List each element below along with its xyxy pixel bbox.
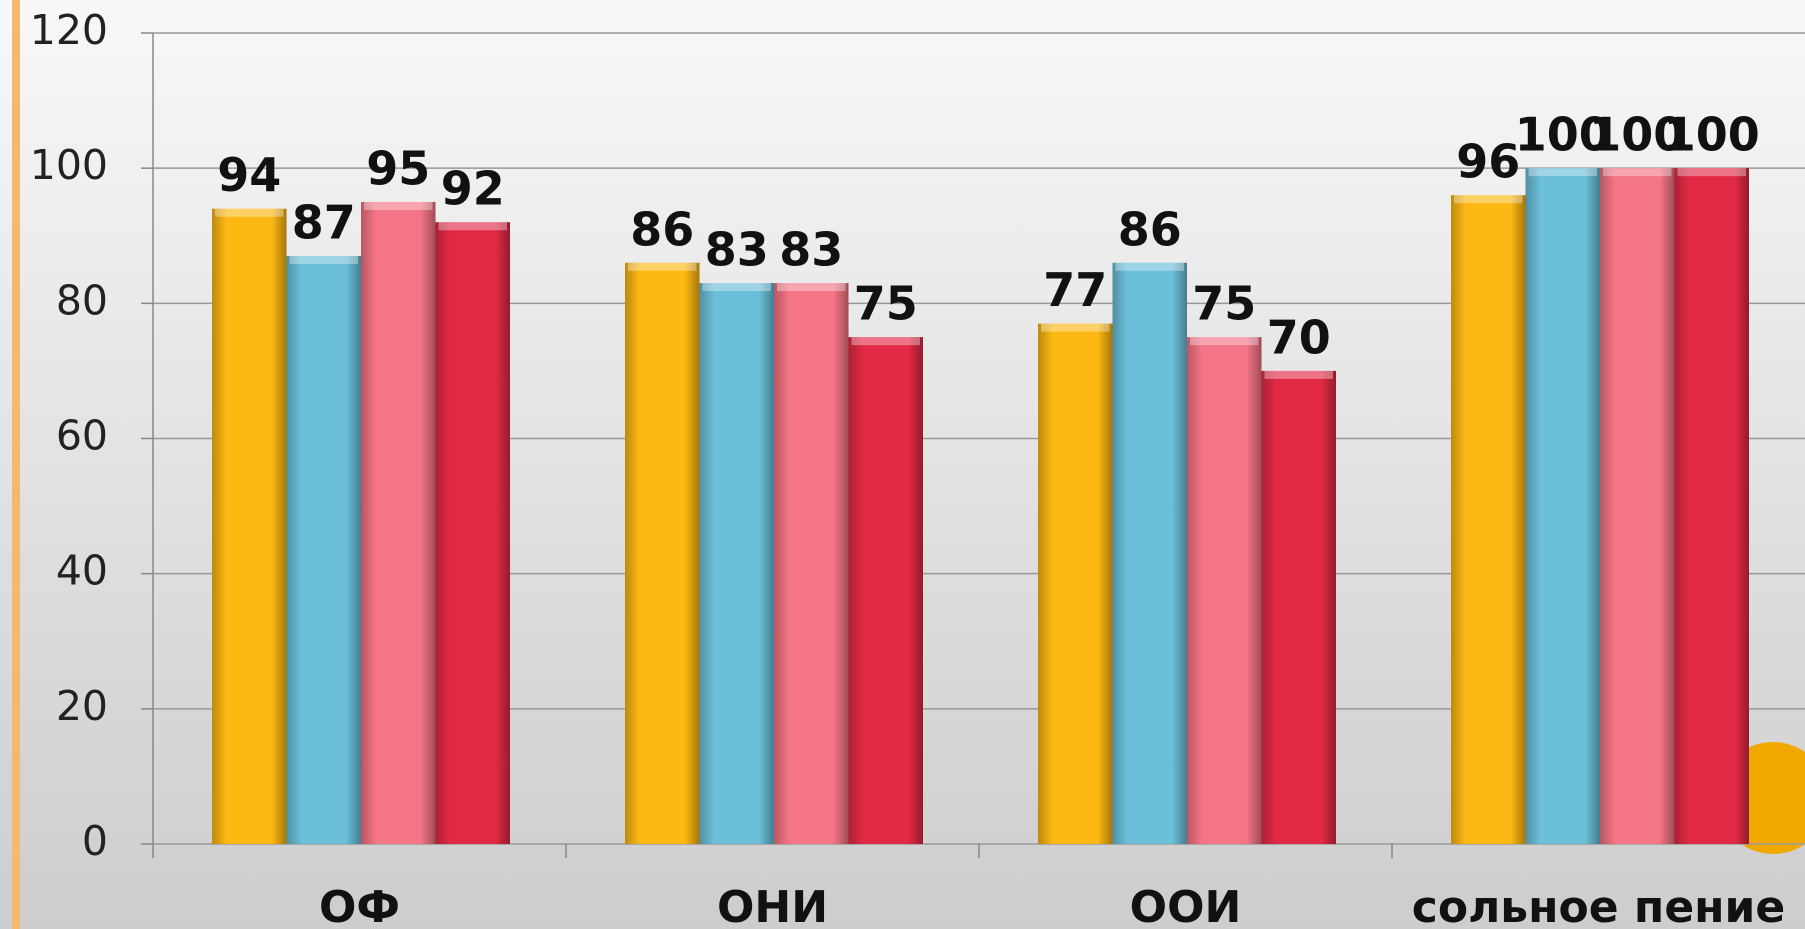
bar-cap [1115,262,1184,271]
data-label: 100 [1664,108,1760,162]
bar-shade [435,222,510,844]
bar-cap [1528,168,1597,177]
bar-shade [848,337,923,844]
bar-cap [1190,337,1259,346]
data-label: 87 [292,196,356,250]
bar-shade [625,262,700,844]
bar-cap [438,222,507,231]
data-label: 83 [705,223,769,277]
bar-shade [361,201,436,845]
data-label: 96 [1456,135,1520,189]
bar-cap [1454,195,1523,204]
bar-shade [699,283,774,844]
x-tick-label: ОФ [319,882,400,929]
y-tick-label: 40 [56,547,108,595]
bar-cap [364,201,433,210]
bar-shade [1112,262,1187,844]
x-tick-label: ОНИ [717,882,828,929]
bar-shade [1187,337,1262,844]
bar-cap [777,283,846,292]
bar-shade [1451,195,1526,844]
bar-shade [774,283,849,844]
bar-shade [286,256,361,844]
bar-cap [1041,323,1110,332]
data-label: 95 [366,141,430,195]
y-tick-label: 60 [56,412,108,460]
bar-cap [1264,370,1333,379]
bar-shade [1038,323,1113,844]
y-tick-label: 120 [30,6,108,54]
bar-shade [212,208,287,844]
data-label: 75 [1192,277,1256,331]
data-label: 100 [1515,108,1611,162]
bar-shade [1261,370,1336,844]
bar-cap [215,208,284,217]
bar-cap [851,337,920,346]
data-label: 86 [1118,202,1182,256]
y-tick-label: 20 [56,682,108,730]
left-stripe [12,0,20,929]
x-tick-label: ООИ [1130,882,1242,929]
bar-shade [1674,168,1749,844]
data-label: 86 [630,202,694,256]
data-label: 83 [779,223,843,277]
y-tick-label: 100 [30,141,108,189]
bar-cap [702,283,771,292]
data-label: 77 [1043,263,1107,317]
bar-cap [289,256,358,265]
data-label: 94 [217,148,281,202]
data-label: 70 [1267,310,1331,364]
bar-cap [1603,168,1672,177]
bar-shade [1525,168,1600,844]
y-tick-label: 0 [82,817,108,865]
y-tick-label: 80 [56,276,108,324]
x-tick-label: сольное пение [1412,882,1785,929]
bar-shade [1600,168,1675,844]
data-label: 75 [854,277,918,331]
data-label: 92 [441,162,505,216]
data-label: 100 [1589,108,1685,162]
bar-cap [1677,168,1746,177]
bar-cap [628,262,697,271]
